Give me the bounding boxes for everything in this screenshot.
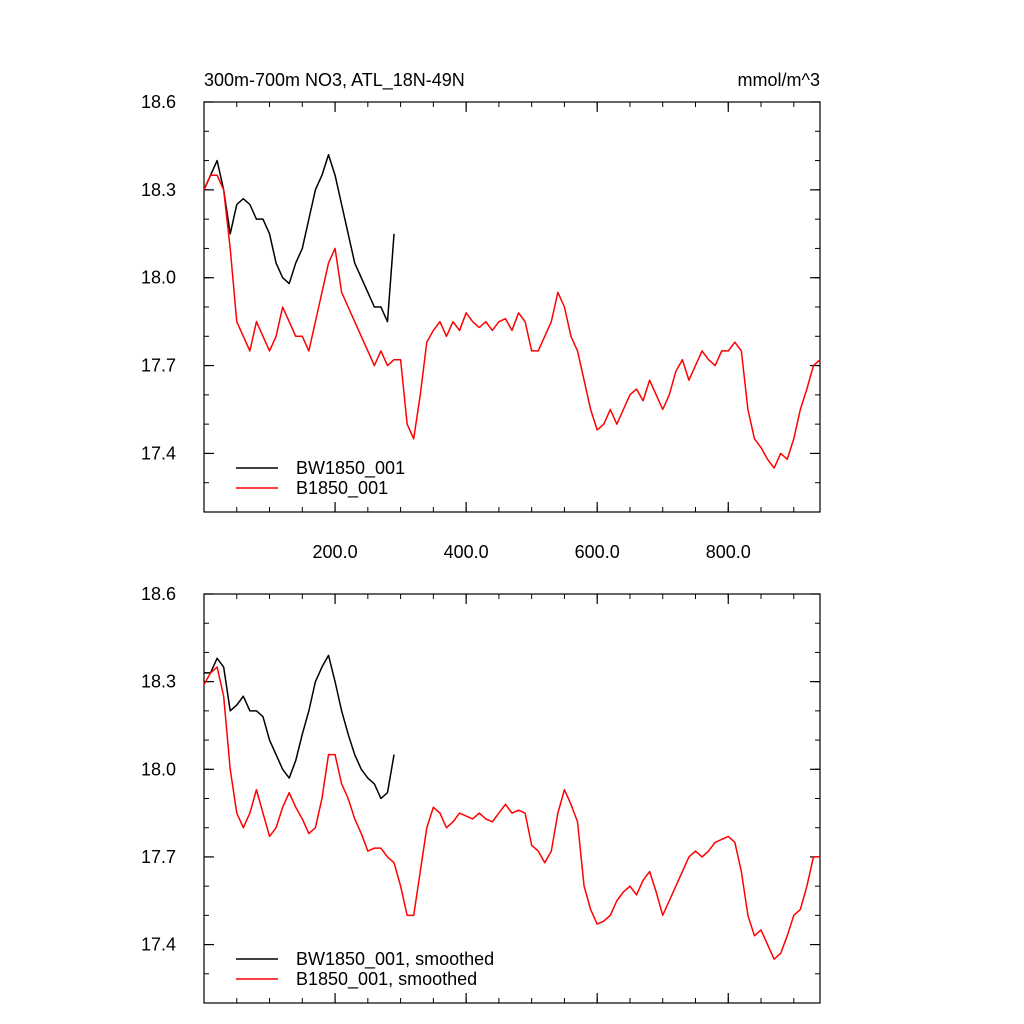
y-tick-label: 18.3 (141, 672, 176, 692)
data-line (203, 174, 821, 469)
plot-frame (203, 593, 821, 1004)
plot-frame (203, 101, 821, 513)
data-line (203, 666, 820, 960)
y-tick-label: 18.6 (141, 584, 176, 604)
units-label: mmol/m^3 (738, 70, 820, 90)
chart-title: 300m-700m NO3, ATL_18N-49N (204, 70, 465, 91)
y-tick-label: 18.6 (141, 92, 176, 112)
legend-label: B1850_001 (296, 478, 388, 499)
y-tick-label: 18.0 (141, 759, 176, 779)
y-tick-label: 17.7 (141, 356, 176, 376)
x-tick-label: 800.0 (706, 542, 751, 562)
x-tick-label: 600.0 (575, 542, 620, 562)
legend-label: BW1850_001 (296, 458, 405, 479)
y-tick-label: 17.4 (141, 443, 176, 463)
x-tick-label: 400.0 (444, 542, 489, 562)
data-line (203, 153, 395, 323)
x-tick-label: 200.0 (313, 542, 358, 562)
legend-label: BW1850_001, smoothed (296, 949, 494, 970)
y-tick-label: 17.7 (141, 847, 176, 867)
legend-label: B1850_001, smoothed (296, 969, 477, 990)
data-line (204, 654, 395, 800)
y-tick-label: 18.3 (141, 180, 176, 200)
y-tick-label: 17.4 (141, 935, 176, 955)
y-tick-label: 18.0 (141, 268, 176, 288)
